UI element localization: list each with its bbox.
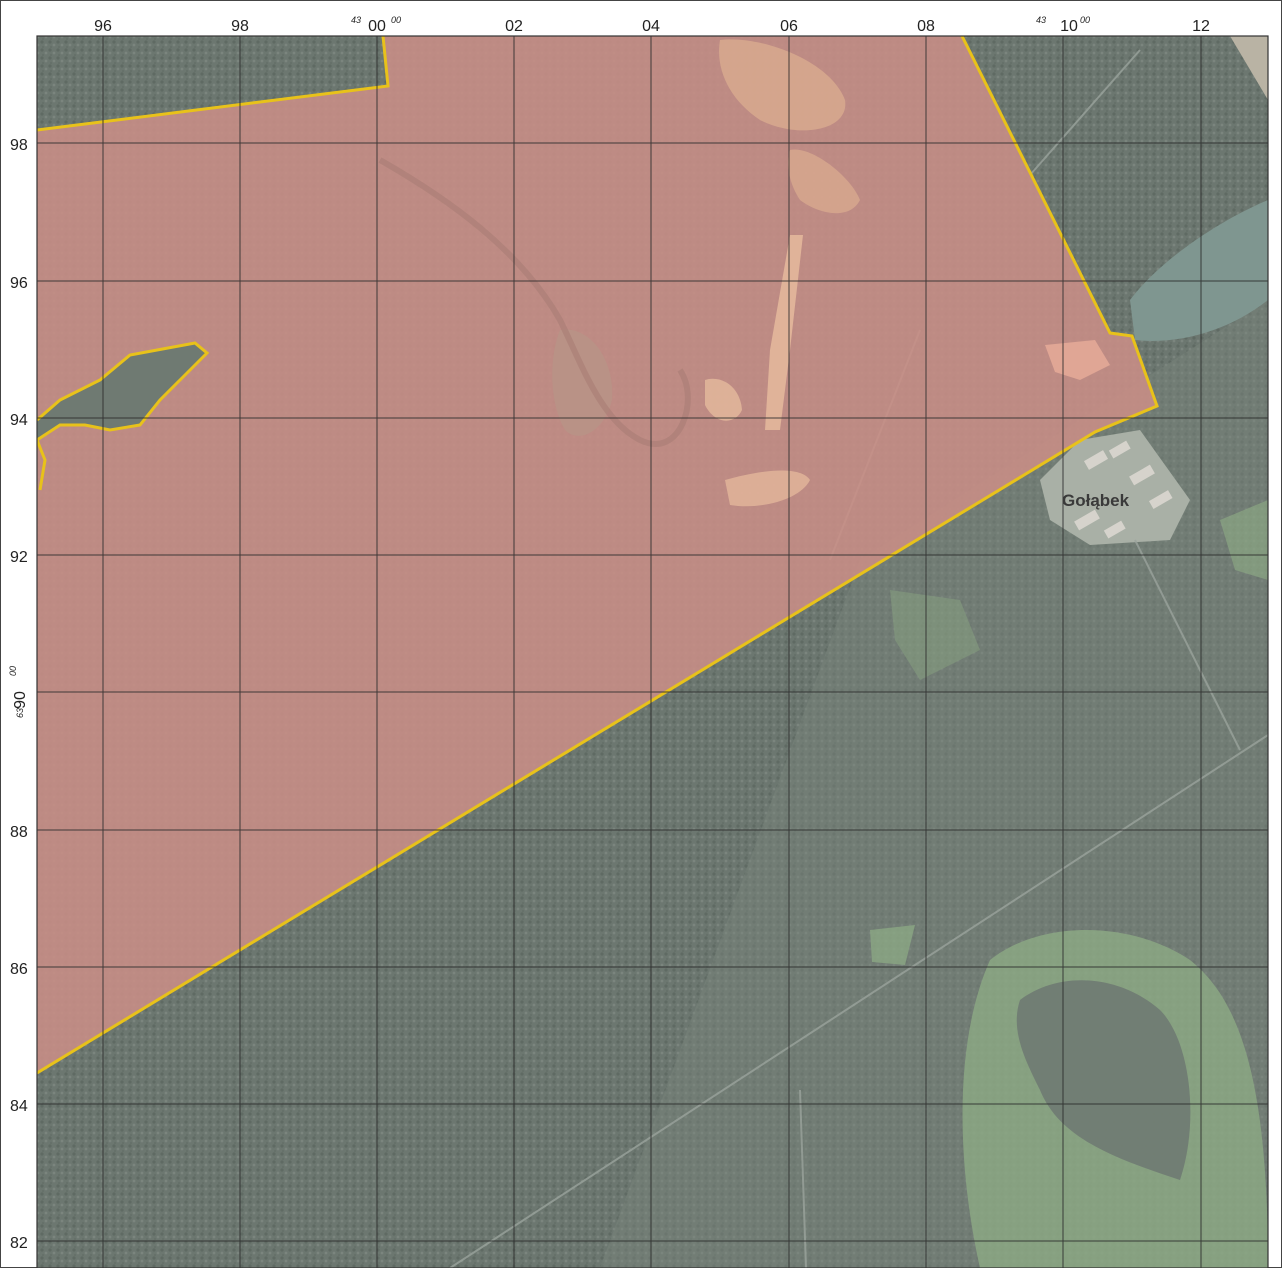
sandy-patch-small bbox=[705, 378, 742, 421]
place-label-golabek: Gołąbek bbox=[1062, 491, 1130, 510]
forest-island bbox=[1016, 980, 1191, 1180]
river-valley bbox=[378, 157, 691, 447]
x-tick-label: 12 bbox=[1192, 18, 1210, 35]
x-tick-suffix-secondary: 00 bbox=[1080, 15, 1090, 25]
x-tick-label: 04 bbox=[642, 18, 660, 35]
lake bbox=[1130, 200, 1268, 341]
y-tick-suffix: 00 bbox=[8, 666, 18, 676]
x-tick-suffix: 00 bbox=[391, 15, 401, 25]
protected-area-boundary bbox=[37, 36, 1159, 1075]
sandy-patch-north bbox=[719, 39, 846, 131]
x-tick-label: 10 bbox=[1060, 18, 1078, 35]
coordinate-grid bbox=[37, 36, 1268, 1268]
x-tick-label: 00 bbox=[368, 18, 386, 35]
map-border bbox=[36, 35, 1269, 1268]
small-clearing bbox=[870, 925, 915, 965]
x-tick-label: 08 bbox=[917, 18, 935, 35]
y-tick-labels: 98 96 94 92 90 63 00 88 86 84 82 bbox=[8, 137, 29, 1252]
wetland-patch bbox=[552, 329, 613, 436]
y-tick-label: 90 bbox=[12, 691, 29, 709]
x-tick-label: 98 bbox=[231, 18, 249, 35]
y-tick-prefix: 63 bbox=[15, 708, 25, 718]
map-body: Gołąbek bbox=[37, 36, 1268, 1268]
x-tick-label: 96 bbox=[94, 18, 112, 35]
settlement-buildings bbox=[1074, 440, 1173, 539]
clearing-east bbox=[1220, 500, 1268, 580]
y-tick-label: 86 bbox=[10, 961, 28, 978]
clearing-near-boundary bbox=[1045, 340, 1110, 380]
x-tick-prefix-secondary: 43 bbox=[1036, 15, 1046, 25]
enclave-boundary bbox=[37, 341, 210, 442]
x-tick-label: 02 bbox=[505, 18, 523, 35]
x-tick-labels: 96 98 43 00 00 02 04 06 08 43 10 00 12 bbox=[94, 15, 1210, 35]
forest-enclave bbox=[37, 343, 207, 440]
clearing-north bbox=[890, 590, 980, 680]
sandy-strip bbox=[765, 235, 803, 430]
x-tick-prefix: 43 bbox=[351, 15, 361, 25]
y-tick-label: 92 bbox=[10, 549, 28, 566]
x-tick-label: 06 bbox=[780, 18, 798, 35]
field-patch bbox=[1230, 36, 1268, 100]
y-tick-label: 96 bbox=[10, 275, 28, 292]
sandy-patch-mid bbox=[788, 149, 860, 214]
y-tick-label: 98 bbox=[10, 137, 28, 154]
settlement-area bbox=[1040, 430, 1190, 545]
enclave-boundary-west bbox=[37, 439, 47, 491]
y-tick-label: 88 bbox=[10, 824, 28, 841]
y-tick-label: 84 bbox=[10, 1098, 28, 1115]
y-tick-label: 94 bbox=[10, 412, 28, 429]
y-tick-label: 82 bbox=[10, 1235, 28, 1252]
